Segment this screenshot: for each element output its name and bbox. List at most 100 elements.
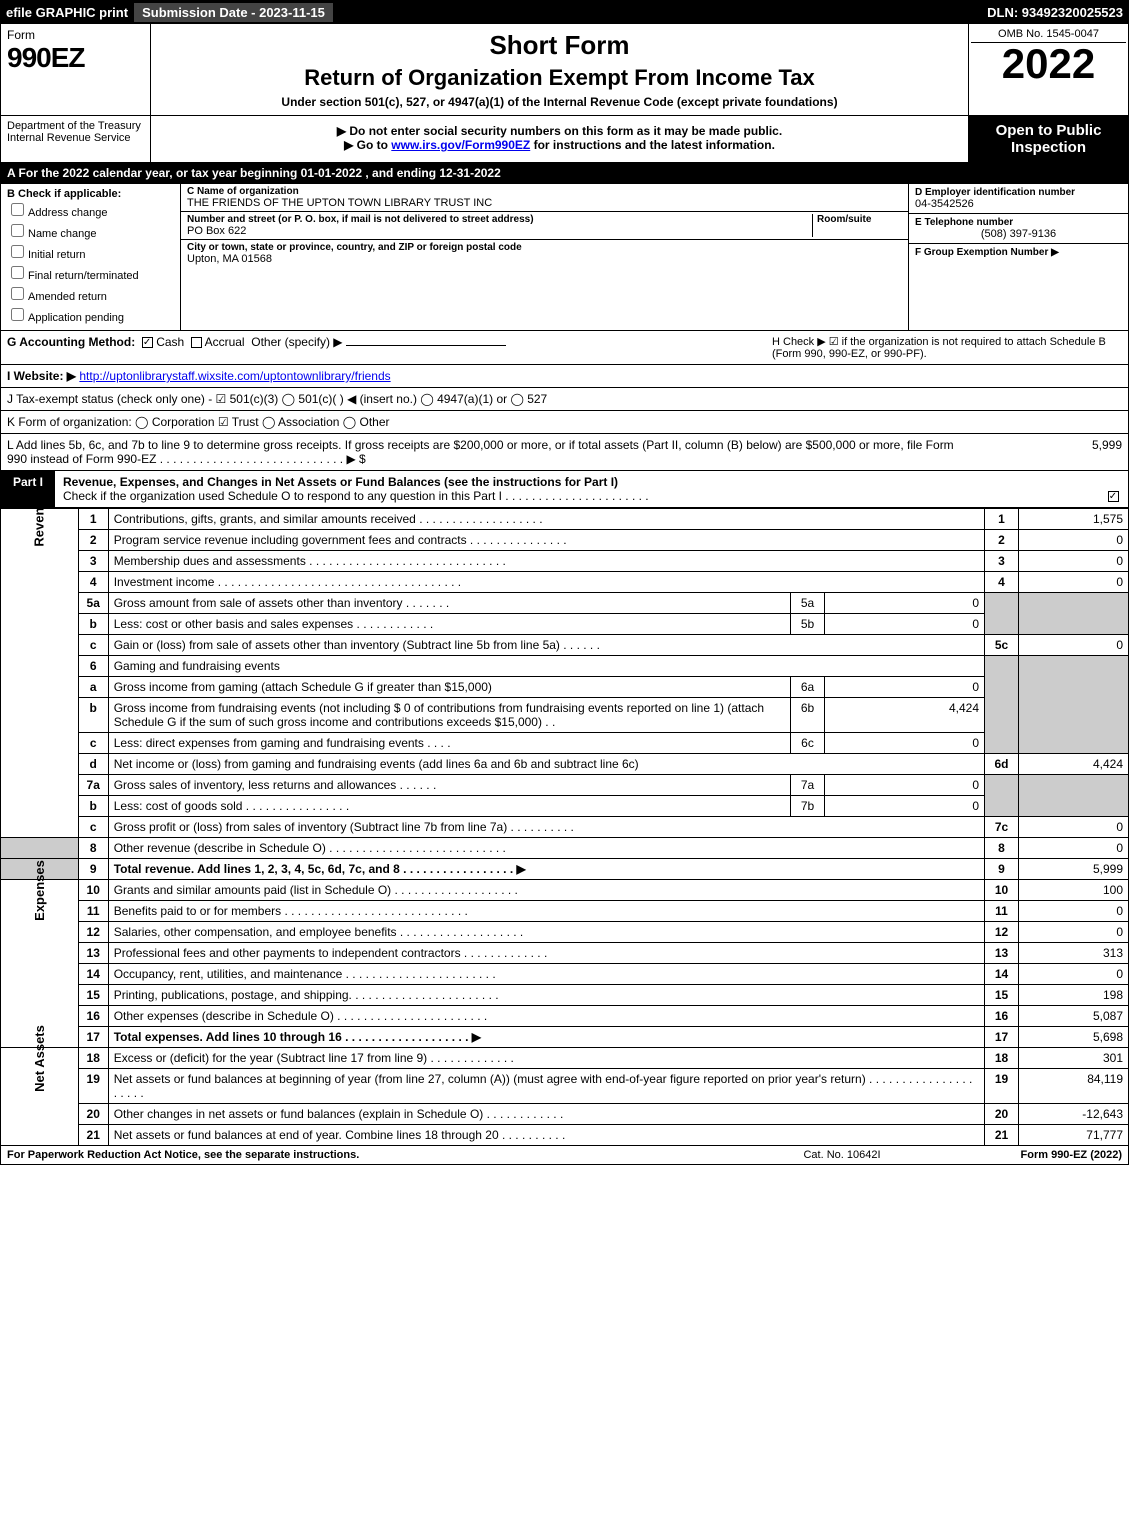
website-link[interactable]: http://uptonlibrarystaff.wixsite.com/upt… bbox=[79, 369, 390, 383]
ln-9: 9 bbox=[78, 859, 108, 880]
ln-6a: a bbox=[78, 677, 108, 698]
submission-date: Submission Date - 2023-11-15 bbox=[134, 3, 333, 22]
part1-subtitle: Check if the organization used Schedule … bbox=[63, 489, 649, 503]
desc-11: Benefits paid to or for members . . . . … bbox=[108, 901, 984, 922]
box-13: 13 bbox=[985, 943, 1019, 964]
subamt-6c: 0 bbox=[825, 733, 985, 754]
amt-1: 1,575 bbox=[1019, 509, 1129, 530]
chk-initial-return[interactable] bbox=[11, 245, 24, 258]
l-amount: 5,999 bbox=[972, 438, 1122, 466]
box-1: 1 bbox=[985, 509, 1019, 530]
amt-18: 301 bbox=[1019, 1048, 1129, 1069]
side-blank bbox=[1, 838, 79, 859]
desc-19: Net assets or fund balances at beginning… bbox=[108, 1069, 984, 1104]
grey-7 bbox=[985, 775, 1019, 817]
ln-6d: d bbox=[78, 754, 108, 775]
chk-accrual[interactable] bbox=[191, 337, 202, 348]
section-l: L Add lines 5b, 6c, and 7b to line 9 to … bbox=[0, 434, 1129, 471]
amt-8: 0 bbox=[1019, 838, 1129, 859]
footer-left: For Paperwork Reduction Act Notice, see … bbox=[7, 1149, 742, 1161]
amt-17: 5,698 bbox=[1019, 1027, 1129, 1048]
ln-5b: b bbox=[78, 614, 108, 635]
dln: DLN: 93492320025523 bbox=[987, 5, 1123, 20]
box-2: 2 bbox=[985, 530, 1019, 551]
greyamt-6 bbox=[1019, 656, 1129, 754]
ein-label: D Employer identification number bbox=[915, 187, 1122, 198]
department-label: Department of the Treasury Internal Reve… bbox=[1, 116, 151, 162]
desc-5b: Less: cost or other basis and sales expe… bbox=[108, 614, 790, 635]
box-16: 16 bbox=[985, 1006, 1019, 1027]
main-title: Return of Organization Exempt From Incom… bbox=[157, 65, 962, 91]
section-j: J Tax-exempt status (check only one) - ☑… bbox=[0, 388, 1129, 411]
g-label: G Accounting Method: bbox=[7, 335, 135, 349]
amt-12: 0 bbox=[1019, 922, 1129, 943]
desc-1: Contributions, gifts, grants, and simila… bbox=[108, 509, 984, 530]
ln-16: 16 bbox=[78, 1006, 108, 1027]
ln-7c: c bbox=[78, 817, 108, 838]
section-c: C Name of organization THE FRIENDS OF TH… bbox=[181, 184, 908, 330]
chk-amended-return[interactable] bbox=[11, 287, 24, 300]
chk-application-pending[interactable] bbox=[11, 308, 24, 321]
sub-7b: 7b bbox=[791, 796, 825, 817]
irs-link[interactable]: www.irs.gov/Form990EZ bbox=[391, 138, 530, 152]
box-6d: 6d bbox=[985, 754, 1019, 775]
org-name: THE FRIENDS OF THE UPTON TOWN LIBRARY TR… bbox=[187, 197, 902, 209]
desc-8: Other revenue (describe in Schedule O) .… bbox=[108, 838, 984, 859]
box-17: 17 bbox=[985, 1027, 1019, 1048]
part1-title: Revenue, Expenses, and Changes in Net As… bbox=[63, 475, 618, 489]
amt-5c: 0 bbox=[1019, 635, 1129, 656]
box-12: 12 bbox=[985, 922, 1019, 943]
room-label: Room/suite bbox=[817, 214, 902, 225]
desc-9: Total revenue. Add lines 1, 2, 3, 4, 5c,… bbox=[108, 859, 984, 880]
grey-5 bbox=[985, 593, 1019, 635]
section-k: K Form of organization: ◯ Corporation ☑ … bbox=[0, 411, 1129, 434]
i-label: I Website: ▶ bbox=[7, 369, 76, 383]
chk-address-change[interactable] bbox=[11, 203, 24, 216]
sub-5a: 5a bbox=[791, 593, 825, 614]
instruction-1: ▶ Do not enter social security numbers o… bbox=[159, 124, 960, 138]
amt-19: 84,119 bbox=[1019, 1069, 1129, 1104]
chk-final-return[interactable] bbox=[11, 266, 24, 279]
amt-10: 100 bbox=[1019, 880, 1129, 901]
subamt-5a: 0 bbox=[825, 593, 985, 614]
grey-6 bbox=[985, 656, 1019, 754]
desc-6: Gaming and fundraising events bbox=[108, 656, 984, 677]
org-street: PO Box 622 bbox=[187, 225, 812, 237]
box-4: 4 bbox=[985, 572, 1019, 593]
subamt-6b: 4,424 bbox=[825, 698, 985, 733]
ln-17: 17 bbox=[78, 1027, 108, 1048]
ln-5c: c bbox=[78, 635, 108, 656]
group-exemption-label: F Group Exemption Number ▶ bbox=[915, 247, 1122, 258]
desc-18: Excess or (deficit) for the year (Subtra… bbox=[108, 1048, 984, 1069]
part1-tab: Part I bbox=[1, 471, 55, 507]
ln-1: 1 bbox=[78, 509, 108, 530]
form-word: Form bbox=[7, 28, 144, 42]
efile-label: efile GRAPHIC print bbox=[6, 5, 128, 20]
ln-6: 6 bbox=[78, 656, 108, 677]
ln-7b: b bbox=[78, 796, 108, 817]
footer-right: Form 990-EZ (2022) bbox=[942, 1149, 1122, 1161]
ln-13: 13 bbox=[78, 943, 108, 964]
ln-6b: b bbox=[78, 698, 108, 733]
part1-schedule-o-check[interactable] bbox=[1108, 491, 1119, 502]
desc-13: Professional fees and other payments to … bbox=[108, 943, 984, 964]
box-11: 11 bbox=[985, 901, 1019, 922]
desc-6d: Net income or (loss) from gaming and fun… bbox=[108, 754, 984, 775]
top-bar: efile GRAPHIC print Submission Date - 20… bbox=[0, 0, 1129, 24]
box-3: 3 bbox=[985, 551, 1019, 572]
greyamt-7 bbox=[1019, 775, 1129, 817]
desc-6a: Gross income from gaming (attach Schedul… bbox=[108, 677, 790, 698]
box-7c: 7c bbox=[985, 817, 1019, 838]
instructions-row: Department of the Treasury Internal Reve… bbox=[0, 116, 1129, 163]
box-15: 15 bbox=[985, 985, 1019, 1006]
amt-14: 0 bbox=[1019, 964, 1129, 985]
sub-5b: 5b bbox=[791, 614, 825, 635]
ln-6c: c bbox=[78, 733, 108, 754]
open-to-public: Open to Public Inspection bbox=[968, 116, 1128, 162]
chk-cash[interactable] bbox=[142, 337, 153, 348]
chk-name-change[interactable] bbox=[11, 224, 24, 237]
sub-6b: 6b bbox=[791, 698, 825, 733]
section-a-bar: A For the 2022 calendar year, or tax yea… bbox=[0, 163, 1129, 184]
amt-2: 0 bbox=[1019, 530, 1129, 551]
desc-7b: Less: cost of goods sold . . . . . . . .… bbox=[108, 796, 790, 817]
